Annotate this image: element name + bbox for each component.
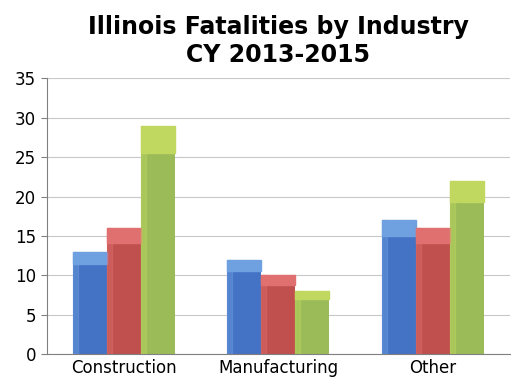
Bar	[261, 275, 295, 354]
Bar	[73, 252, 107, 264]
Bar	[73, 252, 78, 354]
Bar	[450, 181, 484, 354]
Bar	[382, 220, 416, 236]
Bar	[416, 228, 450, 354]
Bar	[73, 252, 107, 354]
Bar	[295, 291, 300, 354]
Bar	[261, 275, 266, 354]
Bar	[227, 260, 261, 271]
Bar	[416, 228, 421, 354]
Bar	[261, 275, 295, 285]
Bar	[382, 220, 416, 354]
Bar	[141, 126, 175, 153]
Bar	[227, 260, 261, 354]
Bar	[107, 228, 141, 354]
Bar	[450, 181, 455, 354]
Title: Illinois Fatalities by Industry
CY 2013-2015: Illinois Fatalities by Industry CY 2013-…	[88, 15, 469, 67]
Bar	[141, 126, 146, 354]
Bar	[416, 228, 450, 243]
Bar	[295, 291, 329, 299]
Bar	[141, 126, 175, 354]
Bar	[107, 228, 141, 243]
Bar	[295, 291, 329, 354]
Bar	[450, 181, 484, 201]
Bar	[382, 220, 387, 354]
Bar	[107, 228, 112, 354]
Bar	[227, 260, 233, 354]
